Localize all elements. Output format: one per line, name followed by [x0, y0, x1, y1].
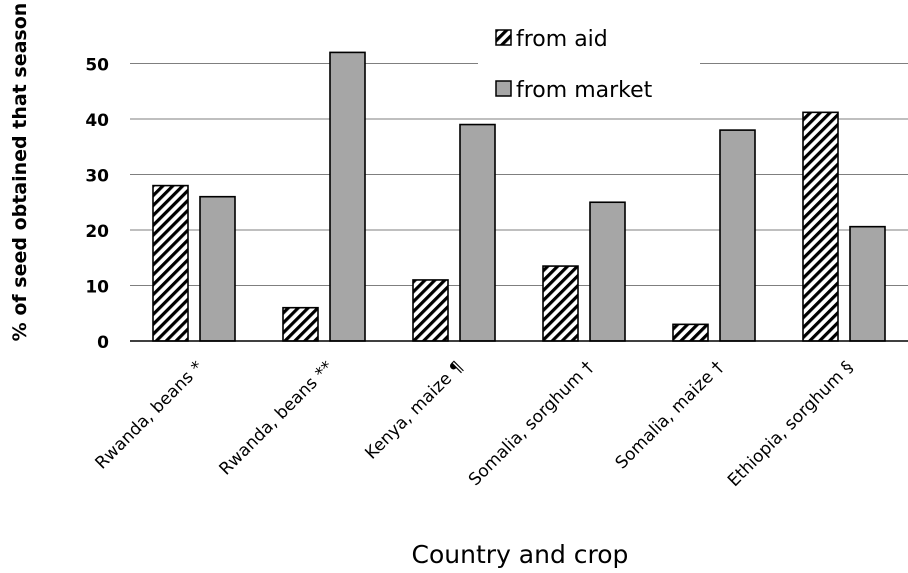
bar-from-aid [672, 323, 709, 342]
y-axis-ticks: 0 10 20 30 40 50 [85, 56, 109, 354]
bar-from-market [719, 129, 756, 342]
y-axis-title: % of seed obtained that season [9, 3, 31, 342]
legend-swatch [495, 29, 512, 46]
legend-swatch [495, 80, 512, 97]
y-tick-label: 20 [85, 222, 109, 242]
legend: from aid from market [478, 21, 700, 118]
bar-from-market [589, 201, 626, 342]
bar-from-market [849, 225, 886, 342]
y-tick-label: 10 [85, 278, 109, 298]
bar-from-market [329, 51, 366, 342]
bar-from-market [459, 123, 496, 342]
bar-from-aid [152, 184, 189, 342]
x-axis-title: Country and crop [412, 540, 629, 569]
legend-label: from aid [516, 27, 608, 52]
x-category-label: Rwanda, beans * [91, 357, 207, 473]
y-tick-label: 40 [85, 111, 109, 131]
x-category-label: Rwanda, beans ** [215, 357, 337, 479]
x-category-label: Ethiopia, sorghum § [724, 357, 857, 490]
y-tick-label: 30 [85, 167, 109, 187]
y-tick-label: 0 [97, 333, 109, 353]
bars [152, 51, 886, 342]
bar-from-aid [282, 306, 319, 342]
legend-label: from market [516, 78, 653, 103]
bar-from-market [199, 195, 236, 342]
x-axis-category-labels: Rwanda, beans * Rwanda, beans ** Kenya, ma… [91, 357, 857, 491]
bar-from-aid [802, 111, 839, 342]
x-category-label: Somalia, sorghum † [465, 357, 598, 490]
x-category-label: Somalia, maize † [612, 357, 728, 473]
legend-box [478, 21, 700, 118]
bar-from-aid [542, 265, 579, 342]
x-category-label: Kenya, maize ¶ [361, 357, 467, 463]
y-tick-label: 50 [85, 56, 109, 76]
bar-from-aid [412, 279, 449, 342]
